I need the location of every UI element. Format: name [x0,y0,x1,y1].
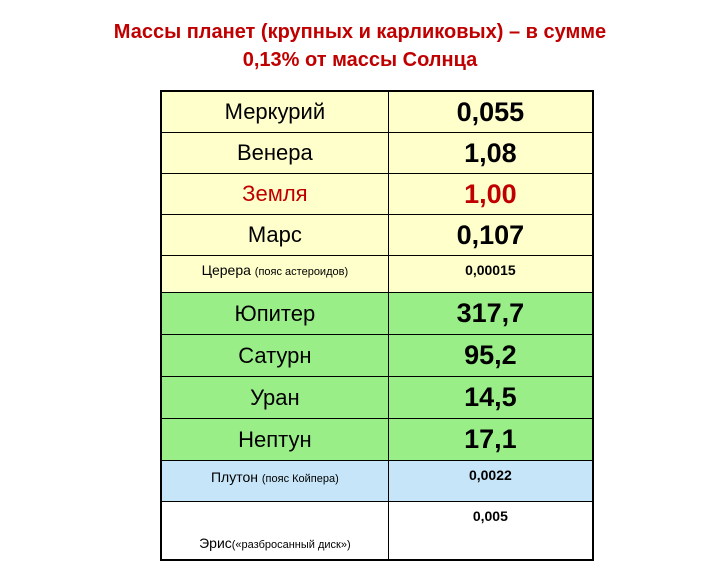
planet-mass: 1,08 [387,132,594,174]
dwarf-planet-cell: Церера (пояс астероидов) [160,255,389,293]
planet-mass: 0,055 [387,90,594,133]
table-row-jupiter: Юпитер 317,7 [160,292,594,335]
planet-name: Нептун [160,418,389,461]
planet-name: Плутон [210,469,258,485]
planet-mass-table: Меркурий 0,055 Венера 1,08 Земля 1,00 Ма… [160,90,594,561]
table-row-mercury: Меркурий 0,055 [160,90,594,133]
planet-mass: 0,005 [387,501,594,561]
table-row-mars: Марс 0,107 [160,214,594,256]
planet-mass: 0,107 [387,214,594,256]
table-row-eris: Эрис(«разбросанный диск») 0,005 [160,501,594,561]
slide-title: Массы планет (крупных и карликовых) – в … [0,18,720,74]
table-row-neptune: Нептун 17,1 [160,418,594,461]
dwarf-planet-cell: Эрис(«разбросанный диск») [160,501,389,561]
title-line-1: Массы планет (крупных и карликовых) – в … [113,21,607,43]
title-line-2: 0,13% от массы Солнца [242,49,478,71]
table-row-earth: Земля 1,00 [160,173,594,215]
region-note: («разбросанный диск») [231,539,351,551]
planet-mass: 0,00015 [387,255,594,293]
table-row-saturn: Сатурн 95,2 [160,334,594,377]
planet-name: Уран [160,376,389,419]
planet-name: Церера [201,262,251,278]
planet-mass: 317,7 [387,292,594,335]
planet-mass: 95,2 [387,334,594,377]
planet-name: Венера [160,132,389,174]
planet-mass: 1,00 [387,173,594,215]
planet-name: Юпитер [160,292,389,335]
planet-mass: 0,0022 [387,460,594,502]
table-row-ceres: Церера (пояс астероидов) 0,00015 [160,255,594,293]
planet-name: Марс [160,214,389,256]
planet-name: Эрис [199,535,232,551]
planet-name: Земля [160,173,389,215]
table-row-venus: Венера 1,08 [160,132,594,174]
region-note: (пояс Койпера) [261,473,339,485]
planet-name: Меркурий [160,90,389,133]
table-row-pluto: Плутон (пояс Койпера) 0,0022 [160,460,594,502]
dwarf-planet-cell: Плутон (пояс Койпера) [160,460,389,502]
region-note: (пояс астероидов) [254,266,349,278]
planet-mass: 14,5 [387,376,594,419]
table-row-uranus: Уран 14,5 [160,376,594,419]
planet-name: Сатурн [160,334,389,377]
planet-mass: 17,1 [387,418,594,461]
